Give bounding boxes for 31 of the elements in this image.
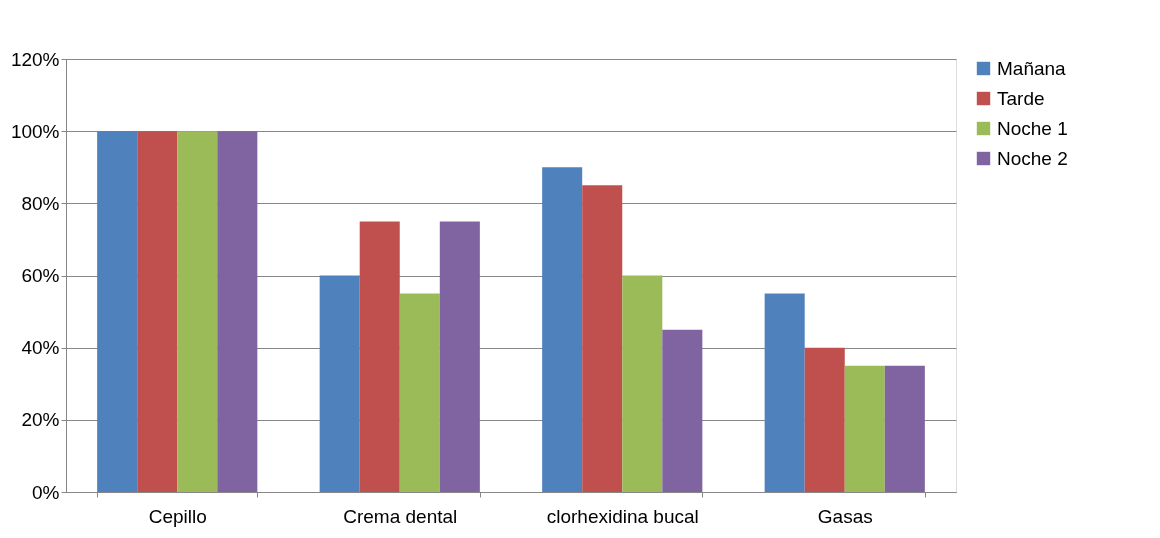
bar <box>177 131 218 492</box>
y-tick-label: 20% <box>21 409 60 431</box>
y-tick-label: 100% <box>10 120 60 142</box>
bar <box>662 329 703 492</box>
x-tick-label: Crema dental <box>343 505 458 527</box>
x-tick-label: Gasas <box>817 505 873 527</box>
legend-label: Tarde <box>997 87 1045 109</box>
y-tick-label: 40% <box>21 337 60 359</box>
bar <box>542 167 583 492</box>
bar <box>804 347 845 492</box>
x-tick-label: clorhexidina bucal <box>546 505 699 527</box>
bar <box>622 275 663 492</box>
bar <box>319 275 360 492</box>
legend-label: Noche 1 <box>997 117 1068 139</box>
y-tick-label: 0% <box>32 481 60 503</box>
y-tick-label: 120% <box>10 48 60 70</box>
bar <box>582 185 623 492</box>
bar <box>884 365 925 492</box>
legend-label: Noche 2 <box>997 147 1068 169</box>
bar <box>439 221 480 492</box>
bar <box>399 293 440 492</box>
bar <box>359 221 400 492</box>
bar <box>97 131 138 492</box>
bar <box>764 293 805 492</box>
y-tick-label: 60% <box>21 265 60 286</box>
y-tick-label: 80% <box>21 192 60 214</box>
bar <box>844 365 885 492</box>
legend-label: Mañana <box>997 57 1067 79</box>
x-tick-label: Cepillo <box>148 505 207 527</box>
bar <box>137 131 178 492</box>
bar <box>217 131 258 492</box>
